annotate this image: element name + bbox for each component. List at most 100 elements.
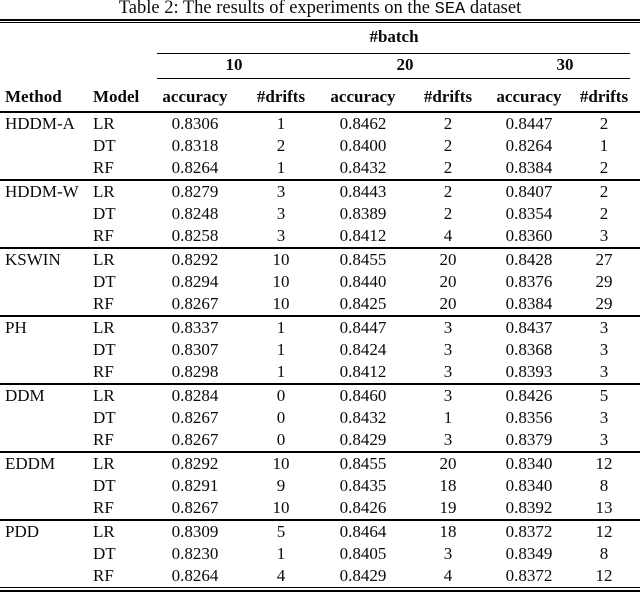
table-row: DT 0.8291 9 0.8435 18 0.8340 8 [0,475,640,497]
accuracy-cell: 0.8264 [171,566,219,585]
accuracy-cell: 0.8294 [171,272,219,291]
accuracy-cell: 0.8432 [339,408,387,427]
accuracy-cell: 0.8306 [148,111,242,135]
accuracy-cell: 0.8455 [320,451,406,475]
method-section-ph: PH LR 0.8337 1 0.8447 3 0.8437 3 DT 0.83… [0,315,640,384]
drifts-cell: 2 [276,136,286,155]
drifts-cell: 12 [595,566,613,585]
drifts-cell: 0 [276,408,286,427]
drifts-cell: 1 [276,158,286,177]
table-row: EDDM LR 0.8292 10 0.8455 20 0.8340 12 [0,451,640,520]
accuracy-cell: 0.8407 [490,179,568,203]
accuracy-cell: 0.8267 [171,498,219,517]
table-row: RF 0.8267 0 0.8429 3 0.8379 3 [0,429,640,452]
drifts-cell: 12 [568,451,640,475]
dataset-name: SEA [434,0,466,18]
model-cell: RF [93,226,114,245]
table-row: HDDM-W LR 0.8279 3 0.8443 2 0.8407 2 [0,179,640,248]
drifts-cell: 10 [272,498,290,517]
drifts-cell: 19 [439,498,457,517]
drifts-column-header: #drifts [242,80,320,113]
drifts-cell: 20 [439,294,457,313]
batch-size-header: 20 [396,55,414,74]
accuracy-cell: 0.8298 [171,362,219,381]
model-cell: DT [93,408,116,427]
batch-group-header: #batch [369,27,419,46]
drifts-cell: 3 [599,430,609,449]
drifts-cell: 2 [568,179,640,203]
accuracy-cell: 0.8279 [148,179,242,203]
drifts-cell: 3 [443,340,453,359]
drifts-cell: 1 [242,315,320,339]
drifts-cell: 2 [599,204,609,223]
accuracy-cell: 0.8424 [339,340,387,359]
accuracy-cell: 0.8376 [505,272,553,291]
accuracy-column-header: accuracy [490,80,568,113]
drifts-cell: 10 [272,294,290,313]
model-cell: RF [93,566,114,585]
accuracy-cell: 0.8400 [339,136,387,155]
drifts-cell: 10 [242,247,320,271]
method-cell: HDDM-A [0,111,88,180]
accuracy-cell: 0.8264 [505,136,553,155]
accuracy-cell: 0.8426 [490,383,568,407]
accuracy-cell: 0.8318 [171,136,219,155]
accuracy-cell: 0.8447 [320,315,406,339]
accuracy-cell: 0.8292 [148,451,242,475]
accuracy-cell: 0.8309 [148,519,242,543]
accuracy-cell: 0.8340 [505,476,553,495]
accuracy-cell: 0.8349 [505,544,553,563]
model-cell: DT [93,272,116,291]
table-row: DT 0.8267 0 0.8432 1 0.8356 3 [0,407,640,429]
drifts-cell: 2 [443,158,453,177]
accuracy-cell: 0.8405 [339,544,387,563]
accuracy-cell: 0.8440 [339,272,387,291]
drifts-cell: 10 [272,272,290,291]
model-cell: LR [88,247,148,271]
drifts-cell: 3 [406,383,490,407]
drifts-cell: 29 [595,272,613,291]
table-row: RF 0.8267 10 0.8426 19 0.8392 13 [0,497,640,520]
table-header: #batch 10 20 30 Method Model accuracy #d… [0,23,640,113]
model-cell: DT [93,136,116,155]
drifts-cell: 18 [406,519,490,543]
batch-size-header: 10 [225,55,243,74]
drifts-cell: 2 [406,111,490,135]
model-cell: LR [88,315,148,339]
accuracy-cell: 0.8460 [320,383,406,407]
model-cell: DT [93,204,116,223]
batch-group-rule [157,53,630,54]
drifts-cell: 8 [599,476,609,495]
model-cell: RF [93,294,114,313]
accuracy-cell: 0.8437 [490,315,568,339]
table-row: HDDM-A LR 0.8306 1 0.8462 2 0.8447 2 [0,111,640,180]
accuracy-cell: 0.8264 [171,158,219,177]
method-column-header: Method [0,80,88,113]
drifts-cell: 1 [276,544,286,563]
accuracy-cell: 0.8425 [339,294,387,313]
accuracy-cell: 0.8337 [148,315,242,339]
accuracy-cell: 0.8248 [171,204,219,223]
accuracy-cell: 0.8429 [339,566,387,585]
accuracy-cell: 0.8267 [171,408,219,427]
accuracy-cell: 0.8443 [320,179,406,203]
accuracy-cell: 0.8455 [320,247,406,271]
table-row: RF 0.8298 1 0.8412 3 0.8393 3 [0,361,640,384]
drifts-cell: 4 [443,566,453,585]
drifts-cell: 2 [568,111,640,135]
accuracy-cell: 0.8426 [339,498,387,517]
table-row: RF 0.8264 4 0.8429 4 0.8372 12 [0,565,640,587]
accuracy-cell: 0.8368 [505,340,553,359]
drifts-cell: 8 [599,544,609,563]
drifts-cell: 3 [599,340,609,359]
table-row: PH LR 0.8337 1 0.8447 3 0.8437 3 [0,315,640,384]
model-cell: RF [93,430,114,449]
table-row: KSWIN LR 0.8292 10 0.8455 20 0.8428 27 [0,247,640,316]
batch-sizes-rule-row [0,75,640,80]
drifts-cell: 3 [568,315,640,339]
drifts-cell: 3 [406,315,490,339]
model-cell: LR [88,111,148,135]
table-row: DT 0.8230 1 0.8405 3 0.8349 8 [0,543,640,565]
accuracy-cell: 0.8429 [339,430,387,449]
drifts-cell: 9 [276,476,286,495]
